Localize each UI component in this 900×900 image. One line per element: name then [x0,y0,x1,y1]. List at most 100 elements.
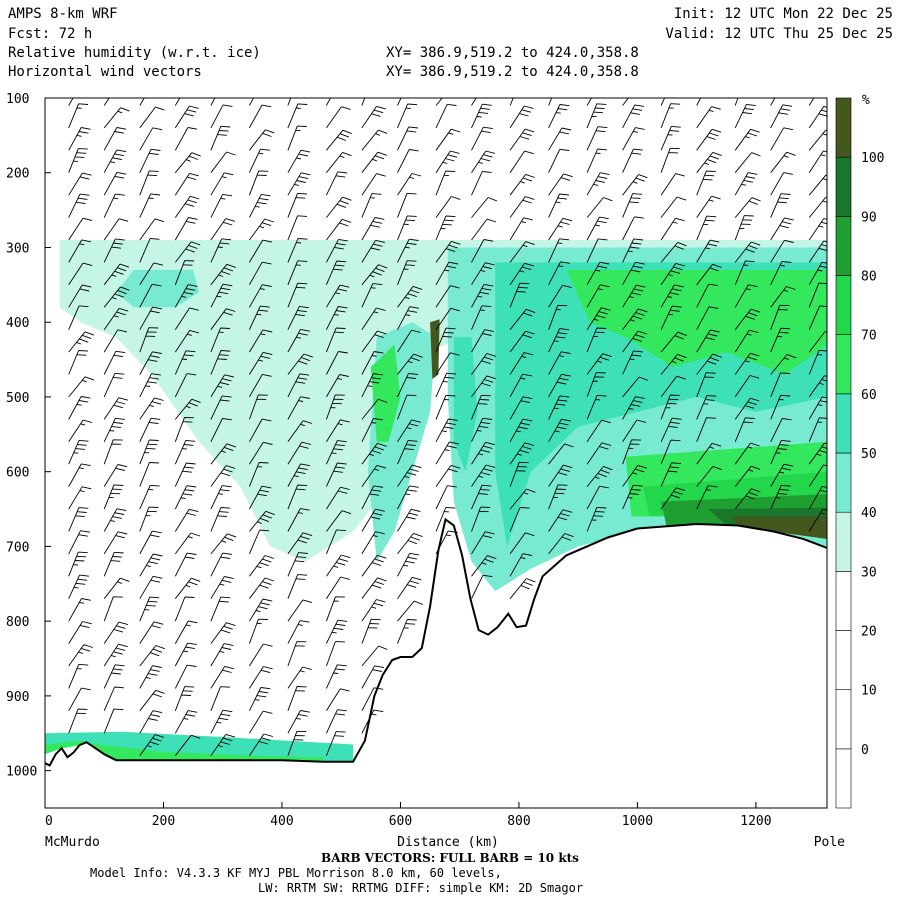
wind-barb-7-13 [326,374,349,398]
wind-barb-5-27 [248,687,271,711]
terrain-surface-line [44,517,828,767]
rh-patch-2 [116,269,199,308]
wind-barb-7-29 [325,731,346,756]
wind-barb-11-3 [471,150,496,173]
wind-barb-1-26 [103,664,125,689]
wind-barb-8-0 [361,98,366,106]
wind-barb-16-8 [660,262,686,286]
wind-barb-5-18 [249,485,272,510]
wind-barb-5-1 [249,104,272,129]
wind-barb-2-22 [139,575,163,599]
wind-barb-19-17 [770,463,794,487]
wind-barb-10-12 [435,352,460,375]
wind-barb-1-21 [103,551,124,577]
colorbar-label: 10 [861,684,877,699]
wind-barb-1-19 [103,508,127,532]
wind-barb-2-17 [139,462,159,487]
wind-barb-9-12 [397,353,423,375]
wind-barb-14-3 [586,148,608,173]
wind-barb-15-15 [622,419,647,443]
wind-barb-10-11 [435,327,456,353]
wind-barb-14-17 [586,465,613,487]
wind-barb-6-6 [287,215,308,241]
wind-barb-14-5 [586,197,613,218]
wind-barb-0-8 [68,262,93,286]
wind-barb-14-14 [586,394,607,420]
wind-barb-9-5 [397,192,417,218]
rh-patch-12 [732,516,827,539]
wind-barb-4-11 [210,327,231,353]
wind-barb-11-14 [471,394,491,420]
wind-barb-0-28 [68,708,88,734]
wind-barb-2-0 [139,98,145,106]
wind-barb-16-9 [660,284,684,308]
wind-barb-9-15 [397,419,421,443]
wind-barb-15-11 [622,330,648,353]
wind-barb-7-17 [325,462,347,487]
wind-barb-15-14 [622,396,645,420]
wind-barb-2-23 [139,596,160,622]
wind-barb-6-24 [287,620,310,644]
wind-barb-9-6 [397,215,417,241]
wind-barb-13-7 [548,238,569,263]
wind-barb-8-26 [361,665,385,689]
wind-barb-0-0 [68,98,74,106]
wind-barb-1-20 [103,531,128,555]
wind-barb-17-9 [696,283,719,308]
wind-barb-12-22 [509,578,536,599]
wind-barb-13-13 [548,373,571,398]
wind-barb-9-9 [397,285,423,308]
x-axis-title: Distance (km) [397,835,499,850]
model-info-physics: LW: RRTM SW: RRTMG DIFF: simple KM: 2D S… [258,881,583,895]
wind-barb-12-10 [509,308,536,330]
wind-barb-9-10 [397,306,420,330]
wind-barb-7-5 [326,196,352,218]
wind-barb-3-16 [174,439,196,465]
wind-barb-19-5 [770,193,791,218]
wind-barb-9-8 [397,260,417,285]
rh-patch-15 [45,740,324,762]
wind-barb-2-6 [139,218,165,241]
wind-barb-8-2 [361,129,388,151]
wind-barb-12-2 [509,128,535,151]
wind-barb-19-18 [770,484,791,510]
wind-barb-5-10 [248,305,270,330]
wind-barb-1-5 [103,193,125,218]
wind-barb-11-22 [471,574,493,599]
wind-barb-5-28 [249,710,273,734]
wind-barb-6-1 [287,103,308,129]
wind-barb-16-2 [660,125,681,151]
wind-barb-3-20 [174,532,201,555]
colorbar-swatch [835,393,852,454]
wind-barb-19-9 [770,286,796,308]
wind-barb-7-1 [326,106,351,129]
wind-barb-0-1 [68,103,89,129]
wind-barb-layer [68,98,827,756]
wind-barb-12-17 [509,461,529,487]
wind-barb-18-9 [734,284,758,308]
wind-barb-11-10 [471,305,492,330]
wind-barb-7-24 [325,619,348,644]
wind-barb-8-10 [361,307,386,330]
wind-barb-18-18 [734,488,761,510]
colorbar-swatch [835,511,852,572]
wind-barb-0-5 [68,193,90,218]
colorbar-label: 0 [861,743,869,758]
wind-barb-2-29 [139,734,165,756]
wind-barb-19-8 [770,260,792,285]
wind-barb-10-5 [435,196,461,218]
wind-barb-11-7 [471,239,494,263]
wind-barb-3-14 [174,398,201,420]
wind-barb-19-16 [770,439,791,465]
wind-barb-5-9 [249,284,272,308]
wind-barb-1-0 [103,98,110,106]
wind-barb-3-29 [174,734,201,756]
wind-barb-7-26 [325,664,347,689]
wind-barb-3-26 [174,664,197,689]
wind-barb-13-10 [548,304,568,330]
wind-barb-15-7 [622,238,644,263]
colorbar-label: 70 [861,329,877,344]
wind-barb-17-17 [696,465,723,487]
wind-barb-6-16 [287,441,312,465]
wind-barb-10-14 [435,394,456,420]
